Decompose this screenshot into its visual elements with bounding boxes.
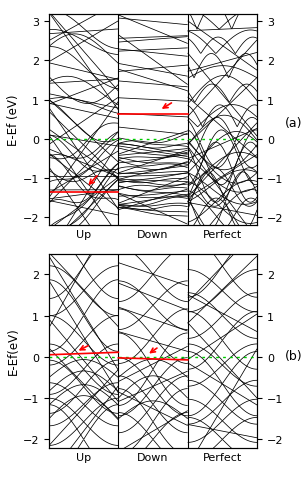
- Text: (a): (a): [285, 117, 302, 130]
- Y-axis label: E-Ef (eV): E-Ef (eV): [7, 94, 20, 146]
- Y-axis label: E-Ef(eV): E-Ef(eV): [7, 327, 20, 375]
- Text: (b): (b): [285, 349, 302, 362]
